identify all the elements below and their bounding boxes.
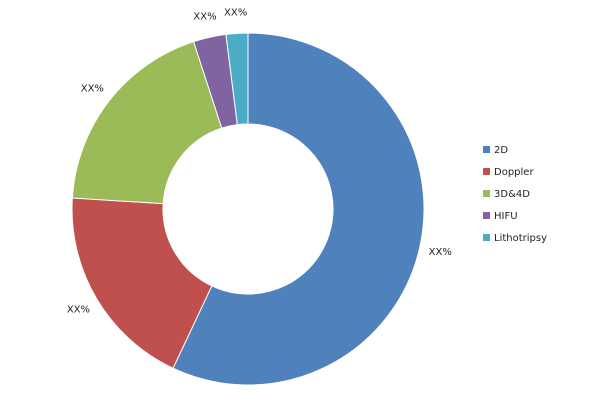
legend-swatch	[483, 168, 490, 175]
data-label: XX%	[429, 247, 452, 258]
legend-label: HIFU	[494, 211, 518, 222]
legend-swatch	[483, 190, 490, 197]
legend-label: 3D&4D	[494, 189, 530, 200]
legend-label: Lithotripsy	[494, 233, 547, 244]
legend-label: 2D	[494, 145, 508, 156]
legend-swatch	[483, 234, 490, 241]
donut-slice	[172, 32, 425, 386]
legend-swatch	[483, 212, 490, 219]
data-label: XX%	[67, 304, 90, 315]
data-label: XX%	[81, 83, 104, 94]
legend-label: Doppler	[494, 167, 534, 178]
donut-slice	[225, 32, 249, 126]
donut-slice	[71, 40, 223, 205]
data-label: XX%	[193, 12, 216, 23]
legend-swatch	[483, 146, 490, 153]
data-label: XX%	[224, 7, 247, 18]
donut-slice	[71, 197, 213, 369]
